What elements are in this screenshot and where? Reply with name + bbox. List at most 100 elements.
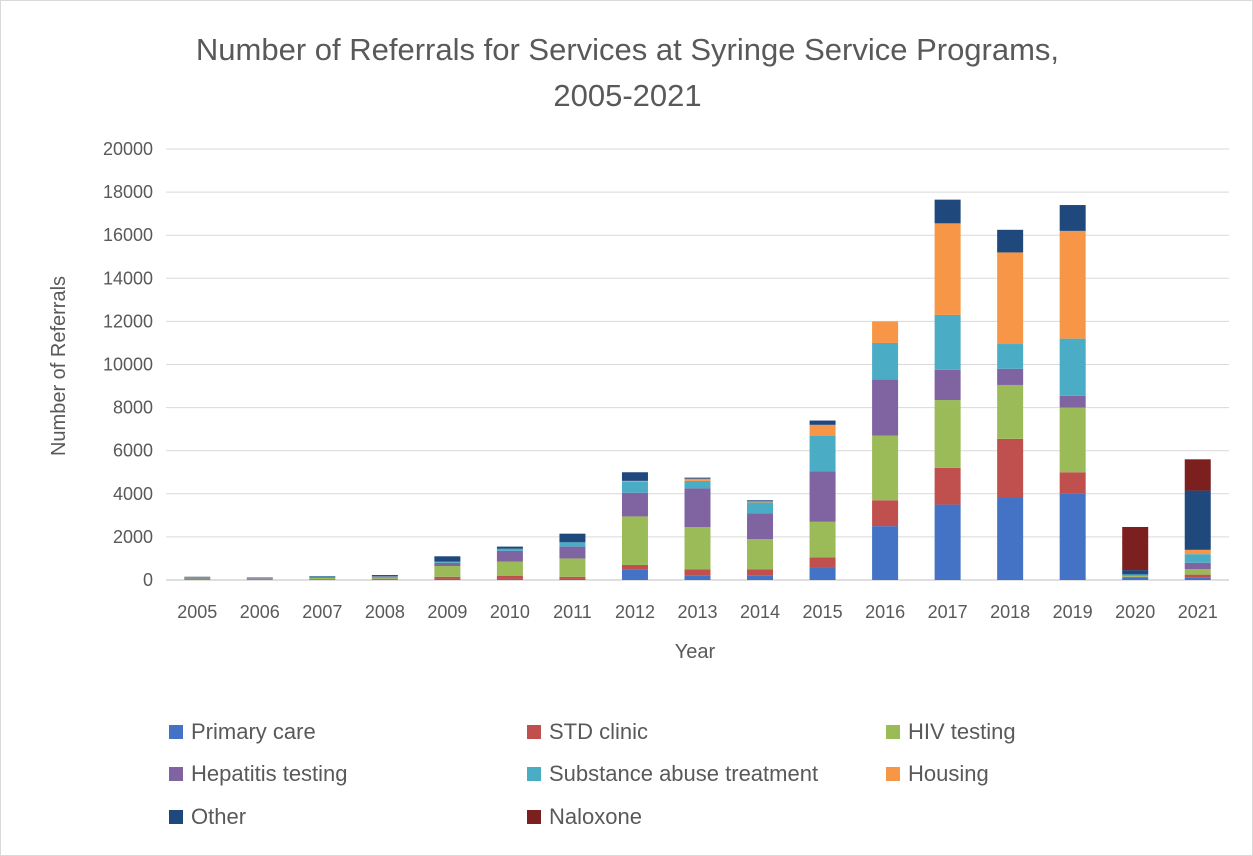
legend-label: Hepatitis testing (191, 761, 348, 786)
bar-segment-hepatitis-testing-2019 (1059, 395, 1086, 408)
bar-segment-substance-abuse-treatment-2021 (1184, 554, 1211, 563)
bar-segment-hepatitis-testing-2008 (371, 576, 398, 578)
bar-segment-substance-abuse-treatment-2010 (496, 548, 523, 551)
legend-label: Primary care (191, 719, 316, 744)
bar-segment-hepatitis-testing-2011 (559, 546, 586, 559)
bar-segment-housing-2012 (621, 480, 648, 482)
bar-segment-hiv-testing-2010 (496, 561, 523, 576)
bar-segment-hepatitis-testing-2015 (809, 471, 836, 522)
legend-swatch (886, 767, 900, 781)
bar-segment-std-clinic-2016 (872, 500, 899, 527)
bar-segment-other-2008 (371, 575, 398, 577)
legend-swatch (169, 767, 183, 781)
bar-segment-std-clinic-2021 (1184, 574, 1211, 578)
x-tick-label: 2012 (615, 602, 655, 622)
y-tick-label: 12000 (103, 311, 153, 331)
bar-segment-substance-abuse-treatment-2014 (747, 502, 774, 514)
legend-swatch (527, 810, 541, 824)
bar-stacks (184, 199, 1211, 580)
bar-segment-primary-care-2013 (684, 575, 711, 580)
legend-item-other: Other (169, 804, 246, 830)
bar-segment-substance-abuse-treatment-2016 (872, 342, 899, 380)
legend-label: Other (191, 804, 247, 829)
x-tick-label: 2021 (1178, 602, 1218, 622)
bar-segment-housing-2016 (872, 321, 899, 343)
plot-area: 0 2000 4000 6000 8000 10000 12000 14000 16000 180… (48, 139, 1229, 663)
legend-item-housing: Housing (886, 761, 989, 787)
bar-segment-other-2018 (997, 229, 1024, 253)
bar-segment-hepatitis-testing-2006 (246, 578, 273, 579)
legend: Primary care STD clinic HIV testing Hepatit… (169, 719, 1229, 845)
bar-segment-housing-2015 (809, 424, 836, 436)
bar-segment-std-clinic-2010 (496, 575, 523, 579)
bar-segment-hepatitis-testing-2016 (872, 379, 899, 436)
gridlines (166, 148, 1229, 581)
bar-segment-std-clinic-2018 (997, 438, 1024, 498)
y-tick-label: 16000 (103, 225, 153, 245)
bar-segment-other-2020 (1122, 570, 1149, 575)
bar-segment-hiv-testing-2007 (309, 577, 336, 580)
bar-segment-primary-care-2020 (1122, 577, 1149, 580)
x-tick-label: 2013 (677, 602, 717, 622)
legend-label: HIV testing (908, 719, 1016, 744)
bar-segment-other-2009 (434, 556, 461, 562)
bar-segment-primary-care-2019 (1059, 493, 1086, 580)
bar-segment-primary-care-2008 (371, 579, 398, 580)
bar-segment-housing-2014 (747, 501, 774, 503)
bar-segment-std-clinic-2008 (371, 578, 398, 580)
bar-segment-hepatitis-testing-2018 (997, 368, 1024, 385)
x-tick-label: 2010 (490, 602, 530, 622)
legend-item-substance-abuse-treatment: Substance abuse treatment (527, 761, 818, 787)
y-tick-label: 18000 (103, 182, 153, 202)
bar-segment-hiv-testing-2019 (1059, 407, 1086, 473)
bar-segment-other-2017 (934, 199, 961, 224)
x-tick-label: 2015 (803, 602, 843, 622)
bar-segment-hiv-testing-2008 (371, 577, 398, 579)
bar-segment-other-2011 (559, 533, 586, 543)
bar-segment-primary-care-2011 (559, 578, 586, 580)
legend-item-primary-care: Primary care (169, 719, 316, 745)
legend-swatch (886, 725, 900, 739)
x-tick-label: 2017 (928, 602, 968, 622)
bar-segment-primary-care-2017 (934, 504, 961, 580)
bar-segment-housing-2018 (997, 252, 1024, 345)
y-tick-label: 20000 (103, 139, 153, 159)
bar-segment-other-2021 (1184, 490, 1211, 550)
bar-segment-hepatitis-testing-2010 (496, 550, 523, 562)
bar-segment-primary-care-2015 (809, 567, 836, 580)
bar-segment-hiv-testing-2005 (184, 578, 211, 580)
legend-item-hiv-testing: HIV testing (886, 719, 1016, 745)
bar-segment-hiv-testing-2014 (747, 539, 774, 570)
bar-segment-substance-abuse-treatment-2015 (809, 435, 836, 472)
bar-segment-hiv-testing-2020 (1122, 575, 1149, 577)
bar-segment-naloxone-2021 (1184, 459, 1211, 491)
bar-segment-substance-abuse-treatment-2017 (934, 314, 961, 370)
bar-segment-substance-abuse-treatment-2013 (684, 480, 711, 489)
bar-segment-housing-2019 (1059, 230, 1086, 339)
y-tick-label: 14000 (103, 268, 153, 288)
x-tick-label: 2005 (177, 602, 217, 622)
bar-segment-other-2013 (684, 477, 711, 479)
y-tick-labels: 0 2000 4000 6000 8000 10000 12000 14000 16000 180… (103, 139, 153, 590)
bar-segment-hepatitis-testing-2012 (621, 492, 648, 517)
bar-segment-hiv-testing-2016 (872, 435, 899, 501)
bar-segment-hiv-testing-2013 (684, 527, 711, 570)
bar-segment-hepatitis-testing-2013 (684, 488, 711, 528)
x-tick-label: 2018 (990, 602, 1030, 622)
legend-swatch (527, 767, 541, 781)
x-tick-label: 2008 (365, 602, 405, 622)
bar-segment-hiv-testing-2015 (809, 521, 836, 558)
legend-label: Housing (908, 761, 989, 786)
x-tick-label: 2014 (740, 602, 780, 622)
bar-segment-hepatitis-testing-2021 (1184, 562, 1211, 570)
bar-segment-hiv-testing-2012 (621, 516, 648, 565)
bar-segment-std-clinic-2011 (559, 576, 586, 579)
bar-segment-primary-care-2016 (872, 526, 899, 580)
x-tick-label: 2006 (240, 602, 280, 622)
bar-segment-hepatitis-testing-2007 (309, 576, 336, 578)
y-tick-label: 0 (143, 570, 153, 590)
y-tick-label: 2000 (113, 527, 153, 547)
bar-segment-std-clinic-2020 (1122, 576, 1149, 578)
legend-item-naloxone: Naloxone (527, 804, 642, 830)
